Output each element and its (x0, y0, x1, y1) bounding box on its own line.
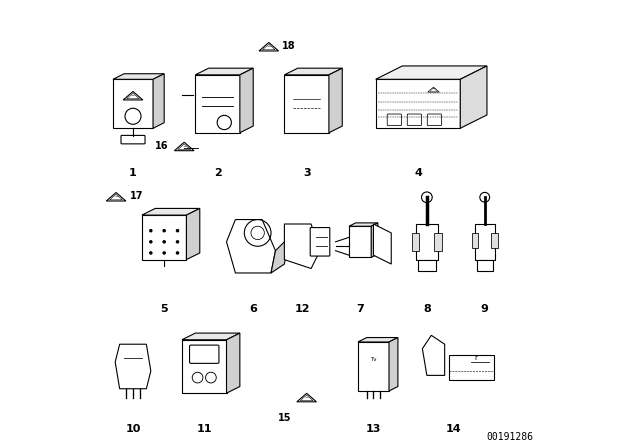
FancyBboxPatch shape (472, 233, 478, 249)
Polygon shape (373, 224, 391, 264)
FancyBboxPatch shape (189, 345, 219, 363)
Polygon shape (358, 337, 398, 342)
FancyBboxPatch shape (412, 233, 419, 251)
Text: 15: 15 (278, 413, 291, 422)
Polygon shape (284, 75, 329, 133)
Polygon shape (271, 237, 289, 273)
Circle shape (163, 251, 166, 255)
Polygon shape (142, 208, 200, 215)
Circle shape (176, 240, 179, 244)
Polygon shape (284, 68, 342, 75)
Text: r: r (474, 355, 477, 361)
Text: 13: 13 (365, 424, 381, 434)
Text: 10: 10 (125, 424, 141, 434)
Polygon shape (358, 342, 389, 391)
Text: 16: 16 (155, 141, 168, 151)
Polygon shape (349, 226, 371, 258)
FancyBboxPatch shape (121, 135, 145, 144)
FancyBboxPatch shape (310, 228, 330, 256)
Polygon shape (376, 66, 487, 79)
Polygon shape (227, 220, 275, 273)
Polygon shape (227, 333, 240, 393)
Polygon shape (349, 223, 378, 226)
Polygon shape (153, 74, 164, 128)
Polygon shape (329, 68, 342, 133)
Text: 12: 12 (294, 304, 310, 314)
Polygon shape (182, 333, 240, 340)
Text: 00191286: 00191286 (486, 432, 534, 442)
FancyBboxPatch shape (435, 233, 442, 251)
Polygon shape (142, 215, 186, 260)
Text: 17: 17 (129, 191, 143, 202)
Text: 8: 8 (423, 304, 431, 314)
Text: 14: 14 (445, 424, 461, 434)
Circle shape (163, 240, 166, 244)
Text: ~: ~ (182, 144, 186, 149)
FancyBboxPatch shape (416, 224, 438, 260)
Circle shape (149, 229, 152, 233)
Polygon shape (115, 344, 151, 389)
Text: 6: 6 (249, 304, 257, 314)
Polygon shape (113, 79, 153, 128)
Circle shape (422, 192, 432, 202)
Circle shape (176, 229, 179, 233)
FancyBboxPatch shape (492, 233, 498, 249)
Text: 7: 7 (356, 304, 364, 314)
Text: 5: 5 (161, 304, 168, 314)
Text: ~: ~ (305, 395, 308, 401)
FancyBboxPatch shape (428, 114, 442, 125)
Text: Tv: Tv (370, 358, 377, 362)
Text: 4: 4 (414, 168, 422, 178)
Polygon shape (376, 79, 460, 128)
FancyBboxPatch shape (475, 224, 495, 260)
Polygon shape (186, 208, 200, 260)
Circle shape (149, 251, 152, 255)
Polygon shape (460, 66, 487, 128)
Text: ~: ~ (131, 94, 135, 99)
Polygon shape (195, 68, 253, 75)
Text: 9: 9 (481, 304, 489, 314)
Polygon shape (389, 337, 398, 391)
FancyBboxPatch shape (418, 260, 436, 271)
Polygon shape (422, 335, 445, 375)
Text: ~: ~ (431, 86, 436, 91)
FancyBboxPatch shape (387, 114, 401, 125)
Polygon shape (195, 75, 240, 133)
Text: 3: 3 (303, 168, 310, 178)
Circle shape (480, 192, 490, 202)
Text: 2: 2 (214, 168, 221, 178)
Text: 18: 18 (282, 41, 296, 51)
Polygon shape (371, 223, 378, 258)
FancyBboxPatch shape (477, 260, 493, 271)
Text: ~: ~ (114, 194, 118, 199)
Text: ~: ~ (267, 44, 271, 49)
FancyBboxPatch shape (407, 114, 422, 125)
Polygon shape (240, 68, 253, 133)
Polygon shape (284, 224, 320, 268)
Circle shape (149, 240, 152, 244)
Text: 1: 1 (129, 168, 137, 178)
Text: 11: 11 (196, 424, 212, 434)
Circle shape (163, 229, 166, 233)
Polygon shape (182, 340, 227, 393)
Circle shape (176, 251, 179, 255)
Polygon shape (113, 74, 164, 79)
FancyBboxPatch shape (449, 355, 493, 380)
